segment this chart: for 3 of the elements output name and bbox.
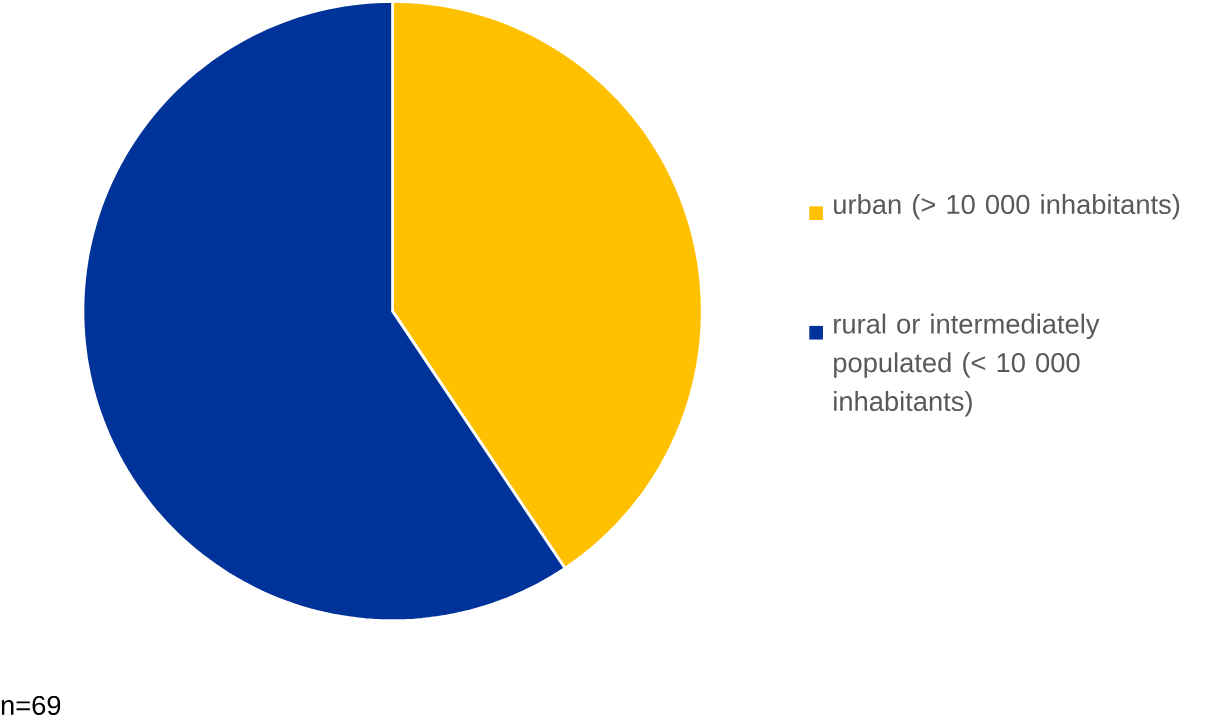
text: n=69 [1, 695, 61, 715]
legend-label: urban (> 10 000 inhabitants) [834, 194, 1180, 220]
legend-label: rural or intermediately populated (< 10 000 inhabitants) [834, 313, 1100, 417]
